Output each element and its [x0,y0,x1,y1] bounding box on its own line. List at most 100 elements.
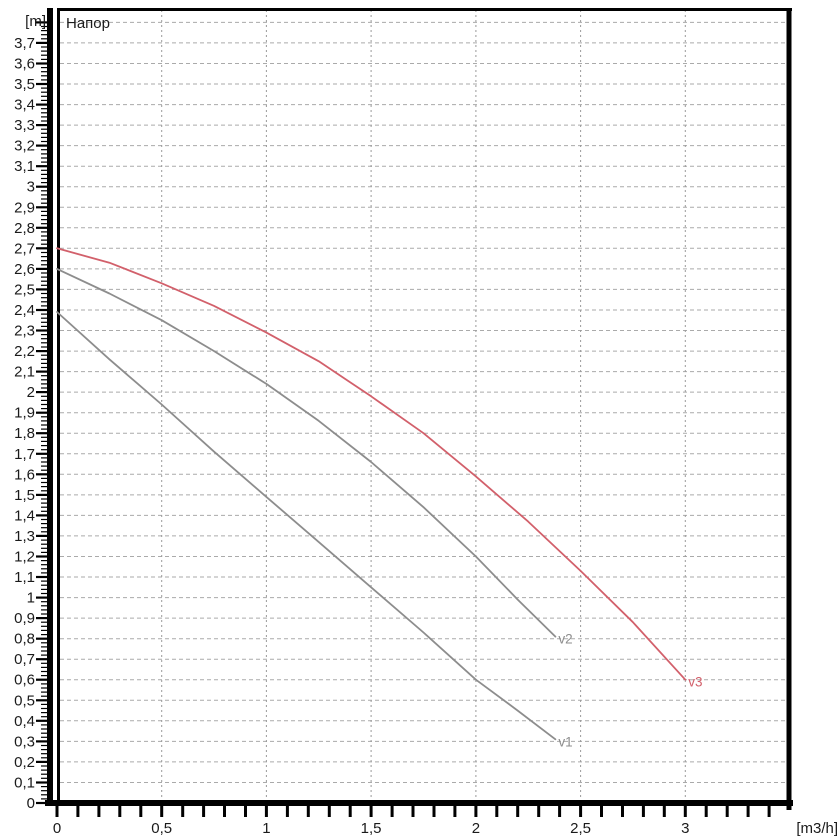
y-tick-label: 1,6 [14,466,35,483]
y-minor-tick [41,736,47,738]
y-tick-label: 1,4 [14,507,35,524]
x-tick [390,806,394,817]
y-minor-tick [41,169,47,171]
y-major-tick [36,206,47,209]
y-minor-tick [41,621,47,623]
x-tick-label: 1,5 [361,820,382,837]
y-minor-tick [41,67,47,69]
y-minor-tick [41,592,47,595]
y-minor-tick [41,99,47,101]
y-major-tick [36,596,47,599]
y-minor-tick [41,223,47,225]
x-tick [641,806,645,817]
y-minor-tick [41,675,47,677]
curve-label-v3: v3 [688,675,702,690]
curve-v2 [56,268,557,638]
y-major-tick [36,452,47,455]
x-tick [453,806,457,817]
y-minor-tick [41,461,47,463]
y-minor-tick [41,251,47,254]
x-tick [139,806,143,817]
y-minor-tick [41,321,47,323]
y-tick-label: 2,5 [14,281,35,298]
y-tick-label: 0,6 [14,672,35,689]
y-tick-label: 1,8 [14,425,35,442]
y-tick-label: 2 [27,384,35,401]
x-tick [223,806,226,817]
y-minor-tick [41,424,47,426]
x-tick-label: 1 [262,820,270,837]
x-axis-ruler [45,800,793,817]
y-minor-tick [41,707,47,710]
y-minor-tick [41,728,47,730]
y-tick-label: 1,2 [14,549,35,566]
y-minor-tick [41,399,47,401]
y-minor-tick [41,95,47,97]
y-minor-tick [41,712,47,714]
y-major-tick [36,493,47,496]
y-major-tick [36,514,47,517]
y-minor-tick [41,280,47,282]
y-minor-tick [41,161,47,163]
y-minor-tick [41,362,47,364]
y-major-tick [36,760,47,763]
y-minor-tick [41,703,47,705]
x-tick [285,806,289,817]
y-tick-label: 1,9 [14,405,35,422]
y-major-tick [36,82,47,86]
y-tick-label: 0,3 [14,733,35,750]
y-minor-tick [41,346,47,348]
y-major-tick [36,555,47,558]
y-major-tick [36,699,47,702]
y-major-tick [36,124,47,127]
y-minor-tick [41,523,47,525]
y-minor-tick [41,210,47,212]
y-minor-tick [41,564,47,566]
y-minor-tick [41,724,47,726]
y-minor-tick [41,613,47,615]
y-minor-tick [41,358,47,360]
y-minor-tick [41,128,47,130]
y-minor-tick [41,560,47,562]
x-tick [474,806,478,817]
x-tick [306,806,310,817]
y-major-tick [36,41,47,44]
y-minor-tick [41,416,47,418]
y-minor-tick [41,79,47,81]
y-major-tick [36,617,47,620]
y-tick-label: 2,8 [14,220,35,237]
y-major-tick [36,370,47,373]
x-tick [767,806,771,817]
x-tick [621,806,624,817]
y-minor-tick [41,198,47,200]
x-tick [683,806,687,817]
y-tick-label: 0,8 [14,631,35,648]
y-minor-tick [41,408,47,410]
y-minor-tick [41,510,47,512]
y-minor-tick [41,527,47,529]
y-minor-tick [41,670,47,673]
y-minor-tick [41,112,47,114]
y-major-tick [36,103,47,106]
y-minor-tick [41,753,47,755]
y-minor-tick [41,190,47,192]
x-axis-unit-label: [m3/h] [796,820,838,837]
y-minor-tick [41,490,47,492]
x-tick [516,806,520,817]
y-minor-tick [41,662,47,664]
y-major-tick [36,740,47,743]
x-tick [558,806,562,817]
y-minor-tick [41,194,47,196]
y-minor-tick [41,383,47,385]
x-tick [369,806,373,817]
y-tick-label: 0,4 [14,713,35,730]
y-minor-tick [41,136,47,138]
y-major-tick [36,62,47,65]
y-tick-label: 2,7 [14,240,35,257]
y-minor-tick [41,588,47,590]
y-minor-tick [41,260,47,262]
y-minor-tick [41,506,47,508]
y-minor-tick [41,334,47,336]
y-minor-tick [41,366,47,369]
